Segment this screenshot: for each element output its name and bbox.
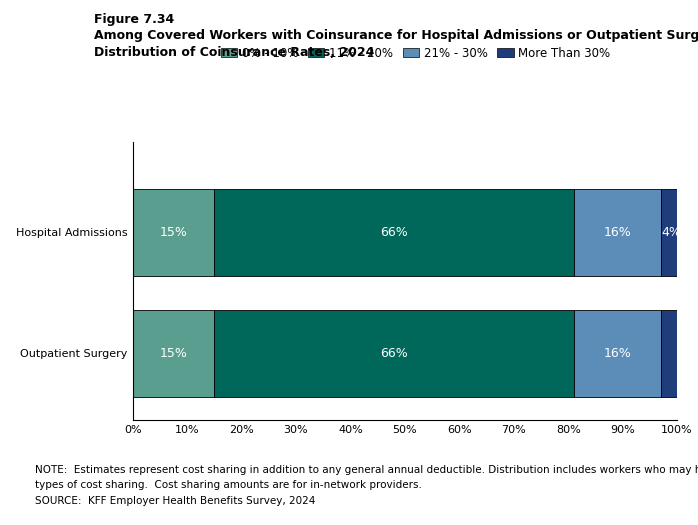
Text: 15%: 15% [160,226,187,239]
Text: Among Covered Workers with Coinsurance for Hospital Admissions or Outpatient Sur: Among Covered Workers with Coinsurance f… [94,29,698,42]
Text: 16%: 16% [603,226,631,239]
Legend: 0% - 10%, 11% - 20%, 21% - 30%, More Than 30%: 0% - 10%, 11% - 20%, 21% - 30%, More Tha… [216,42,616,65]
Bar [574,310,661,397]
Bar [661,189,683,276]
Bar [574,189,661,276]
Bar [133,310,214,397]
Text: Distribution of Coinsurance Rates, 2024: Distribution of Coinsurance Rates, 2024 [94,46,375,59]
Text: types of cost sharing.  Cost sharing amounts are for in-network providers.: types of cost sharing. Cost sharing amou… [35,480,422,490]
Text: 15%: 15% [160,347,187,360]
Text: Figure 7.34: Figure 7.34 [94,13,174,26]
Bar [214,189,574,276]
Bar [661,310,677,397]
Text: 66%: 66% [380,226,408,239]
Text: 66%: 66% [380,347,408,360]
Bar [133,189,214,276]
Text: 4%: 4% [662,226,681,239]
Text: SOURCE:  KFF Employer Health Benefits Survey, 2024: SOURCE: KFF Employer Health Benefits Sur… [35,496,315,506]
Bar [214,310,574,397]
Text: NOTE:  Estimates represent cost sharing in addition to any general annual deduct: NOTE: Estimates represent cost sharing i… [35,465,698,475]
Text: 16%: 16% [603,347,631,360]
